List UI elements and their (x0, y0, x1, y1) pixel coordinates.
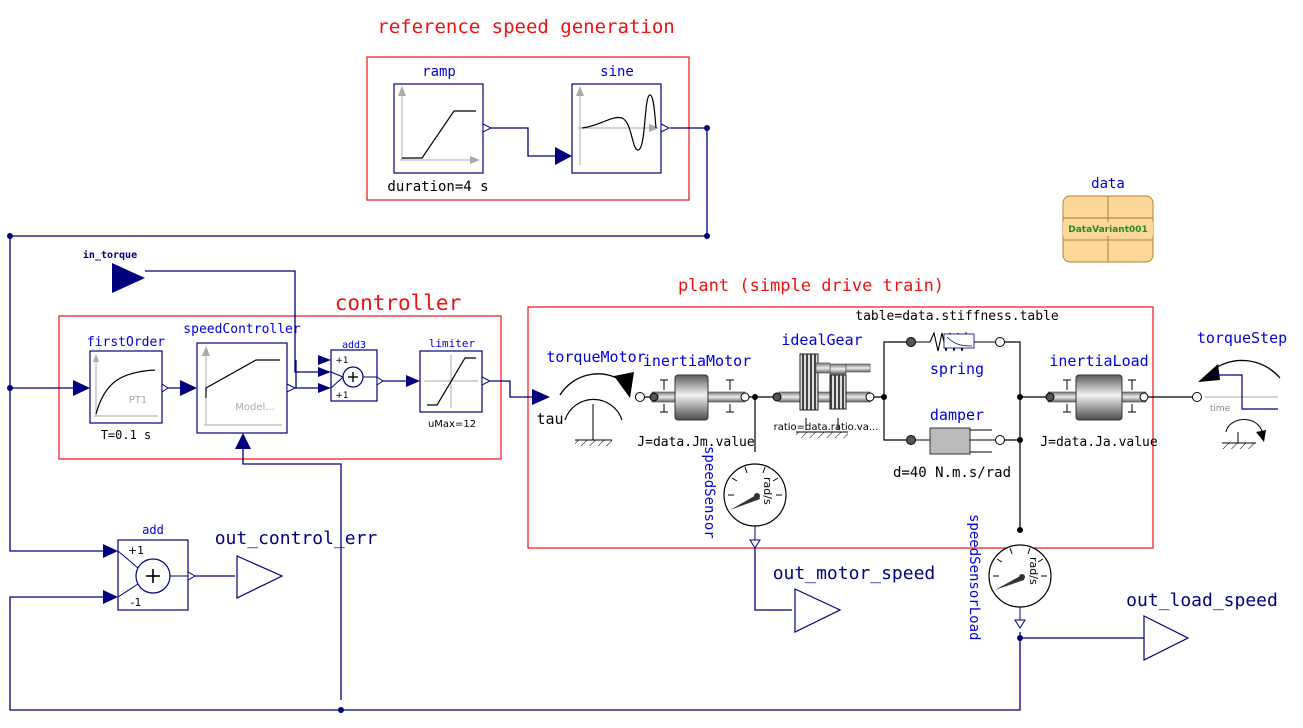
sine-name: sine (600, 64, 634, 80)
speed-sensor-unit: rad/s (761, 477, 774, 505)
ideal-gear-block[interactable]: idealGear ratio=data.ratio.va... (772, 331, 879, 438)
first-order-block[interactable]: PT1 firstOrder T=0.1 s (73, 335, 169, 442)
add-plus: +1 (128, 544, 144, 557)
speed-sensor-load-block[interactable]: rad/s speedSensorLoad (966, 514, 1052, 640)
first-order-name: firstOrder (87, 335, 165, 350)
signal-wires (9, 127, 1144, 711)
spring-name: spring (930, 360, 984, 378)
plant-group: plant (simple drive train) (527, 276, 1154, 549)
in-torque-label: in_torque (83, 249, 137, 261)
limiter-block[interactable]: limiter uMax=12 (406, 337, 492, 430)
out-motor-speed-label: out_motor_speed (773, 563, 936, 584)
data-name: data (1091, 176, 1125, 192)
data-record[interactable]: data DataVariant001 (1062, 176, 1154, 263)
speed-controller-block[interactable]: Model... speedController (180, 322, 301, 449)
plant-group-title: plant (simple drive train) (678, 276, 944, 296)
first-order-param: T=0.1 s (101, 428, 152, 442)
add3-block[interactable]: +1 +1 add3 (318, 340, 384, 402)
inertia-load-name: inertiaLoad (1049, 352, 1148, 370)
add3-name: add3 (342, 340, 366, 351)
limiter-param: uMax=12 (428, 419, 476, 430)
add-name: add (142, 523, 164, 537)
controller-group-title: controller (335, 291, 461, 315)
mech-junctions (752, 394, 1023, 533)
out-load-speed-port[interactable]: out_load_speed (1126, 590, 1278, 661)
first-order-inner: PT1 (129, 395, 148, 406)
inertia-motor-name: inertiaMotor (643, 352, 751, 370)
torque-motor-port-label: tau (536, 410, 563, 428)
out-control-err-label: out_control_err (215, 528, 378, 549)
limiter-name: limiter (429, 337, 476, 350)
sine-block[interactable]: sine (555, 64, 671, 174)
torque-step-block[interactable]: time torqueStep (1192, 329, 1288, 449)
wire-junctions (7, 125, 1023, 713)
speed-sensor-name: speedSensor (701, 446, 717, 539)
inertia-motor-param: J=data.Jm.value (637, 435, 755, 450)
out-control-err-port[interactable]: out_control_err (215, 528, 378, 599)
add-block[interactable]: +1 -1 add (103, 523, 197, 611)
inertia-load-param: J=data.Ja.value (1040, 435, 1158, 450)
torque-motor-block[interactable]: torqueMotor tau (532, 348, 646, 446)
torque-motor-name: torqueMotor (546, 348, 645, 366)
add-minus: -1 (131, 596, 142, 609)
out-motor-speed-port[interactable]: out_motor_speed (773, 563, 936, 633)
ramp-block[interactable]: ramp duration=4 s (387, 64, 493, 195)
speed-sensor-block[interactable]: rad/s speedSensor (701, 446, 787, 549)
spring-block[interactable]: table=data.stiffness.table spring (855, 309, 1059, 378)
damper-name: damper (930, 406, 984, 424)
inertia-load-block[interactable]: inertiaLoad J=data.Ja.value (1040, 352, 1158, 450)
add3-plus1: +1 (335, 356, 348, 366)
ideal-gear-param: ratio=data.ratio.va... (774, 422, 879, 433)
reference-group-title: reference speed generation (377, 16, 674, 38)
out-load-speed-label: out_load_speed (1126, 590, 1278, 611)
torque-step-axis: time (1210, 404, 1231, 414)
spring-param: table=data.stiffness.table (855, 309, 1059, 324)
ramp-param: duration=4 s (387, 179, 488, 195)
speed-controller-inner: Model... (235, 402, 275, 413)
inertia-motor-block[interactable]: inertiaMotor J=data.Jm.value (637, 352, 755, 450)
damper-block[interactable]: damper (906, 406, 1005, 455)
ideal-gear-name: idealGear (781, 331, 862, 349)
torque-step-name: torqueStep (1197, 329, 1287, 347)
speed-sensor-load-name: speedSensorLoad (966, 514, 982, 640)
in-torque-port[interactable]: in_torque (83, 249, 145, 293)
speed-sensor-load-unit: rad/s (1027, 557, 1040, 585)
data-value: DataVariant001 (1068, 225, 1148, 235)
add3-plus2: +1 (335, 391, 348, 401)
ramp-name: ramp (422, 64, 456, 80)
damper-param: d=40 N.m.s/rad (893, 465, 1011, 481)
speed-controller-name: speedController (183, 322, 301, 337)
